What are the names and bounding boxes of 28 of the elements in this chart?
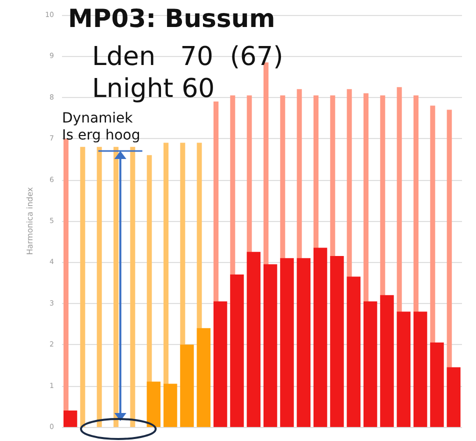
bar	[146, 382, 160, 427]
bar	[380, 295, 394, 427]
bar	[96, 146, 102, 427]
annotation: Lnight 60	[92, 74, 215, 104]
bar	[346, 276, 360, 427]
bar	[446, 367, 460, 427]
bar	[180, 344, 194, 427]
bar	[230, 274, 244, 427]
bar	[296, 258, 310, 427]
chart-title: MP03: Bussum	[68, 4, 276, 33]
y-axis-title: Harmonica index	[26, 186, 35, 255]
bar	[314, 248, 328, 427]
bar	[280, 258, 294, 427]
bar	[214, 301, 228, 427]
bar	[130, 146, 136, 427]
bar	[164, 384, 178, 427]
bar	[414, 312, 428, 427]
bar	[196, 328, 210, 427]
annotation: Dynamiek Is erg hoog	[62, 110, 140, 144]
bar	[264, 264, 278, 427]
bar	[364, 301, 378, 427]
bar	[330, 256, 344, 427]
bar	[396, 312, 410, 427]
bar	[246, 252, 260, 427]
bar	[64, 410, 78, 427]
annotation: Lden 70 (67)	[92, 42, 284, 72]
bar	[430, 342, 444, 427]
bar	[80, 146, 86, 427]
